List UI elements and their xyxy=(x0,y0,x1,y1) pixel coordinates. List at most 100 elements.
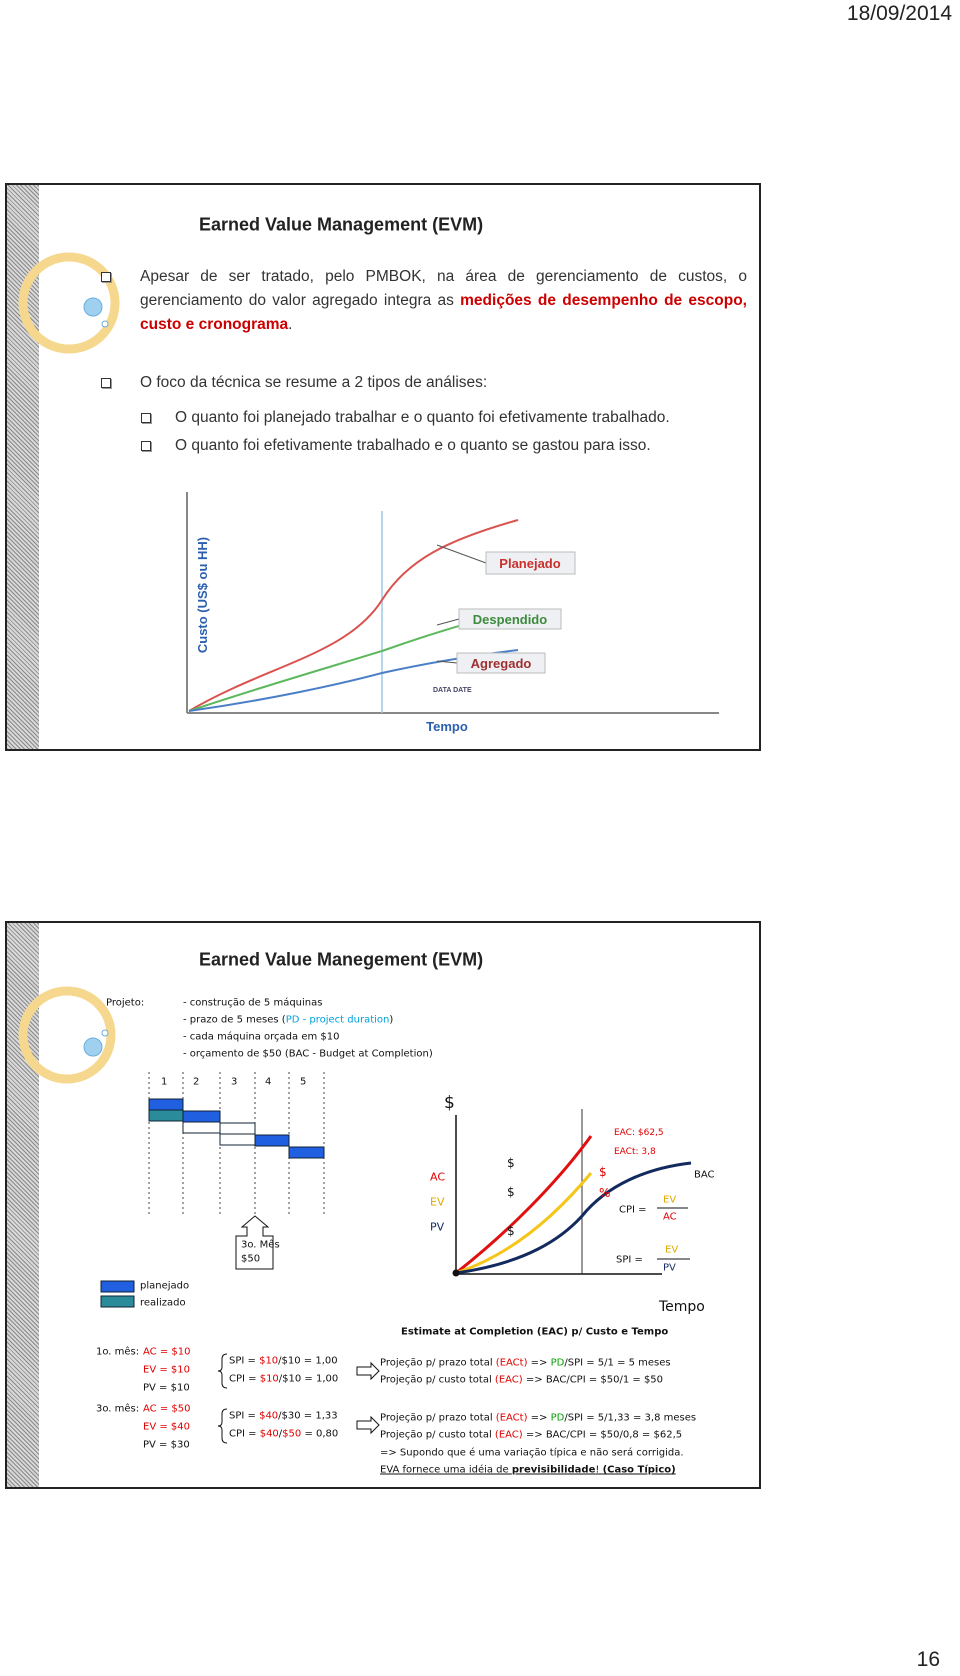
spi-denominator: PV xyxy=(663,1262,676,1274)
curve-label: Despendido xyxy=(473,612,547,627)
index-formula-part: SPI = xyxy=(229,1410,260,1422)
label-box xyxy=(456,652,546,674)
projection-part: => xyxy=(527,1357,551,1369)
label-box xyxy=(485,551,576,575)
projection-part: => xyxy=(527,1412,551,1424)
project-line: - prazo de 5 meses (PD - project duratio… xyxy=(183,1015,393,1026)
note-part: previsibilidade xyxy=(511,1464,596,1476)
unit-symbol: % xyxy=(599,1186,611,1200)
projection-part: (EACt) xyxy=(495,1412,528,1424)
header-date: 18/09/2014 xyxy=(846,2,952,25)
brace xyxy=(217,1408,228,1444)
projection-part: PD xyxy=(550,1412,565,1424)
project-line: - cada máquina orçada em $10 xyxy=(183,1032,340,1043)
index-formula-part: $40 xyxy=(259,1428,279,1440)
note: => Supondo que é uma variação típica e n… xyxy=(380,1447,684,1459)
index-formula-part: CPI = xyxy=(229,1373,260,1385)
x-axis-label: Tempo xyxy=(659,1299,705,1315)
projection: Projeção p/ custo total (EAC) => BAC/CPI… xyxy=(380,1430,682,1441)
projection: Projeção p/ custo total (EAC) => BAC/CPI… xyxy=(380,1375,663,1386)
curve-label: EV xyxy=(430,1195,445,1209)
index-formula-part: $40 xyxy=(259,1410,279,1422)
bullet-marker xyxy=(141,441,151,451)
note: EVA fornece uma idéia de previsibilidade… xyxy=(380,1465,676,1476)
slide-graphics xyxy=(18,986,692,1444)
decor-arc xyxy=(18,986,116,1084)
slide-title: Earned Value Management (EVM) xyxy=(199,214,484,235)
actual-bar xyxy=(182,1121,221,1134)
month-label: 1o. mês: xyxy=(96,1346,140,1358)
sub-bullet-text: O quanto foi planejado trabalhar e o qua… xyxy=(175,409,670,426)
index-formula: SPI = $40/$30 = 1,33 xyxy=(229,1411,338,1422)
bac-label: BAC xyxy=(694,1169,715,1181)
projection-part: (EAC) xyxy=(494,1374,523,1386)
curve-label: Planejado xyxy=(499,556,560,571)
decor-bubble xyxy=(101,320,109,328)
projection-part: => BAC/CPI = $50/0,8 = $62,5 xyxy=(522,1429,683,1441)
index-formula-part: $10 xyxy=(259,1355,279,1367)
index-formula-part: /$10 = 1,00 xyxy=(278,1355,338,1367)
decor-arc xyxy=(18,252,120,354)
spi-label: SPI = xyxy=(616,1254,643,1266)
month-value: PV = $10 xyxy=(143,1382,190,1394)
slide: Planejado Despendido Agregado DATA DATE … xyxy=(5,183,761,751)
planned-bar xyxy=(254,1134,290,1147)
month-value: AC = $50 xyxy=(143,1403,191,1415)
unit-symbol: $ xyxy=(507,1156,515,1170)
index-formula-part: $50 xyxy=(282,1428,302,1440)
label-pointer xyxy=(436,618,460,626)
index-formula: SPI = $10/$10 = 1,00 xyxy=(229,1356,338,1367)
projection-part: PD xyxy=(550,1357,565,1369)
projection: Projeção p/ prazo total (EACt) => PD/SPI… xyxy=(380,1358,671,1369)
actual-bar xyxy=(148,1109,184,1122)
origin-dot xyxy=(452,1269,460,1277)
unit-symbol: $ xyxy=(507,1224,515,1238)
ac-curve xyxy=(455,1135,593,1275)
month-value: EV = $10 xyxy=(143,1364,190,1376)
cpi-label: CPI = xyxy=(619,1204,647,1216)
eac-label: EAC: $62,5 xyxy=(614,1128,664,1138)
projection-part: Projeção p/ prazo total xyxy=(380,1412,496,1424)
project-line: - orçamento de $50 (BAC - Budget at Comp… xyxy=(183,1049,433,1060)
decor-bubble xyxy=(83,1037,103,1057)
slide-title: Earned Value Manegement (EVM) xyxy=(199,949,484,970)
projection-part: /SPI = 5/1 = 5 meses xyxy=(564,1357,671,1369)
projection: Projeção p/ prazo total (EACt) => PD/SPI… xyxy=(380,1413,696,1424)
project-line-part: - prazo de 5 meses ( xyxy=(183,1014,286,1026)
arrow xyxy=(356,1361,380,1381)
bullet-text-part: medições de desempenho de escopo, custo … xyxy=(140,292,747,333)
gantt-bars xyxy=(148,1098,325,1159)
planned-bar xyxy=(288,1146,325,1159)
slide-graphics: Planejado Despendido Agregado DATA DATE … xyxy=(18,252,719,734)
data-date-label: DATA DATE xyxy=(433,687,472,694)
y-axis-label: $ xyxy=(444,1093,455,1113)
projection-part: (EAC) xyxy=(494,1429,523,1441)
month-label: 3 xyxy=(231,1076,238,1088)
planned-bar xyxy=(182,1110,221,1123)
legend-swatch xyxy=(100,1295,135,1308)
index-formula: CPI = $40/$50 = 0,80 xyxy=(229,1429,338,1440)
planned-curve xyxy=(188,519,519,712)
index-formula-part: / xyxy=(278,1428,283,1440)
month-label: 1 xyxy=(161,1076,168,1088)
month-value: AC = $10 xyxy=(143,1346,191,1358)
ev-curve xyxy=(455,1172,593,1275)
arrow xyxy=(356,1415,380,1435)
chart-caption: Estimate at Completion (EAC) p/ Custo e … xyxy=(401,1326,669,1338)
bullet-marker xyxy=(141,413,151,423)
projection-part: /SPI = 5/1,33 = 3,8 meses xyxy=(564,1412,697,1424)
decor-bubble xyxy=(83,297,103,317)
label-box xyxy=(458,608,562,630)
index-formula-part: = 0,80 xyxy=(301,1428,339,1440)
month-label: 4 xyxy=(265,1076,272,1088)
x-axis-label: Tempo xyxy=(426,719,468,734)
bullet-marker xyxy=(101,272,111,282)
curve-label: AC xyxy=(430,1170,446,1184)
pv-curve xyxy=(455,1161,692,1275)
month-label: 2 xyxy=(193,1076,200,1088)
callout-text: $50 xyxy=(241,1253,261,1265)
unit-symbol: $ xyxy=(507,1185,515,1199)
month-label: 3o. mês: xyxy=(96,1403,140,1415)
